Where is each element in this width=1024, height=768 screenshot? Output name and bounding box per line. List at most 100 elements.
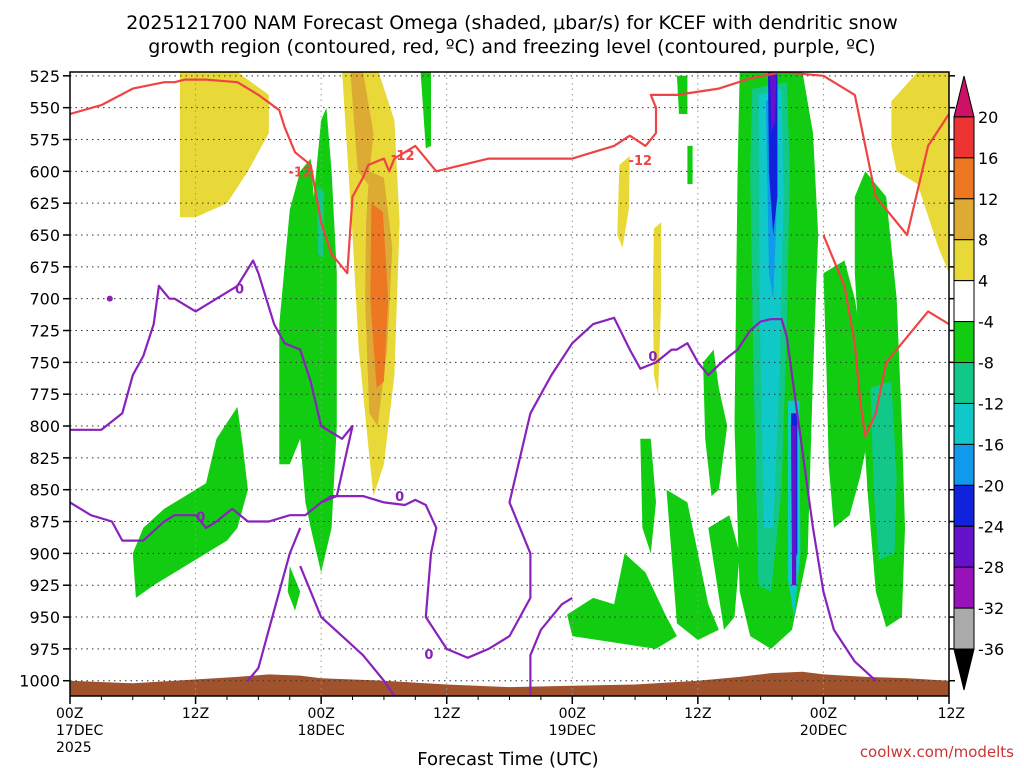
colorbar-bin — [953, 198, 975, 241]
omega-region — [350, 72, 374, 185]
y-tick-label: 700 — [29, 290, 60, 309]
colorbar-bin — [953, 484, 975, 527]
chart-title-line2: growth region (contoured, red, ºC) and f… — [148, 36, 875, 58]
x-tick-label: 20DEC — [800, 723, 847, 739]
freezing-level-line — [299, 565, 396, 696]
terrain-surface — [70, 671, 949, 696]
colorbar-label: -8 — [978, 354, 994, 373]
y-tick-label: 825 — [29, 449, 60, 468]
y-tick-label: 550 — [29, 99, 60, 118]
dgz-contour-line — [70, 72, 782, 275]
colorbar-bin — [953, 525, 975, 568]
omega-region — [640, 438, 656, 554]
omega-region — [770, 72, 777, 134]
freezing-level-label: 0 — [395, 490, 404, 505]
y-tick-label: 575 — [29, 130, 60, 149]
x-tick-label: 00Z — [559, 706, 586, 722]
colorbar-bin — [953, 443, 975, 486]
omega-region — [132, 406, 248, 598]
x-tick-label: 2025 — [56, 740, 92, 756]
x-tick-label: 00Z — [56, 706, 83, 722]
omega-region — [792, 426, 797, 586]
credit-text: coolwx.com/modelts — [860, 743, 1014, 761]
colorbar-label: -20 — [978, 476, 1004, 495]
dgz-contour-line — [781, 72, 949, 237]
contour-point-marker — [106, 295, 113, 302]
y-axis: 525 550 575 600 625 650 675 700 725 750 775 800 825 8… — [19, 67, 955, 691]
colorbar: 20 16 12 8 4 -4 -8 -12 -16 -20 -24 -28 -32 -36 — [953, 75, 1004, 691]
freezing-level-line — [247, 527, 302, 682]
y-tick-label: 900 — [29, 544, 60, 563]
omega-region — [179, 72, 269, 218]
contour-labels: -12 -12 -12 0 0 0 0 0 — [106, 149, 657, 663]
colorbar-label: -36 — [978, 640, 1004, 659]
y-tick-label: 625 — [29, 194, 60, 213]
x-tick-label: 17DEC — [56, 723, 103, 739]
y-tick-label: 750 — [29, 353, 60, 372]
colorbar-bin — [953, 280, 975, 323]
colorbar-label: 4 — [978, 272, 988, 291]
dgz-contour-label: -12 — [391, 149, 415, 164]
freezing-level-line — [785, 336, 877, 682]
y-tick-label: 725 — [29, 322, 60, 341]
omega-region — [617, 156, 630, 248]
freezing-level-line — [70, 259, 354, 542]
colorbar-label: -28 — [978, 558, 1004, 577]
colorbar-bin — [953, 321, 975, 364]
omega-region — [758, 88, 784, 528]
colorbar-bin — [953, 402, 975, 445]
omega-region — [370, 203, 389, 388]
freezing-level-label: 0 — [235, 282, 244, 297]
x-tick-label: 12Z — [182, 706, 209, 722]
x-axis-label: Forecast Time (UTC) — [417, 749, 598, 768]
y-tick-label: 775 — [29, 385, 60, 404]
y-tick-label: 525 — [29, 67, 60, 86]
colorbar-label: 20 — [978, 108, 998, 127]
colorbar-label: -12 — [978, 394, 1004, 413]
y-tick-label: 800 — [29, 417, 60, 436]
y-tick-label: 600 — [29, 162, 60, 181]
colorbar-bin — [953, 157, 975, 200]
freezing-level-line — [320, 316, 788, 659]
x-tick-label: 00Z — [810, 706, 837, 722]
x-tick-label: 19DEC — [549, 723, 596, 739]
colorbar-bin — [953, 116, 975, 159]
y-tick-label: 875 — [29, 513, 60, 532]
omega-region — [687, 145, 693, 185]
omega-shading — [132, 72, 949, 649]
x-tick-label: 12Z — [938, 706, 965, 722]
omega-region — [708, 515, 740, 630]
freezing-level-label: 0 — [648, 350, 657, 365]
omega-region — [703, 349, 728, 497]
dgz-contour-line — [822, 234, 949, 438]
colorbar-bin — [953, 239, 975, 282]
chart-title-line1: 2025121700 NAM Forecast Omega (shaded, μ… — [126, 12, 898, 34]
x-tick-label: 12Z — [433, 706, 460, 722]
colorbar-label: -32 — [978, 599, 1004, 618]
omega-region — [666, 489, 719, 640]
colorbar-label: 16 — [978, 149, 998, 168]
y-tick-label: 950 — [29, 608, 60, 627]
freezing-level-label: 0 — [424, 648, 433, 663]
colorbar-label: 8 — [978, 231, 988, 250]
dgz-contour-label: -12 — [629, 154, 653, 169]
y-tick-label: 650 — [29, 226, 60, 245]
y-tick-label: 1000 — [19, 672, 60, 691]
colorbar-bin — [953, 607, 975, 650]
y-tick-label: 975 — [29, 640, 60, 659]
colorbar-label: -24 — [978, 517, 1004, 536]
dgz-contour-label: -12 — [288, 165, 312, 180]
omega-region — [891, 72, 949, 274]
omega-region — [420, 72, 431, 149]
terrain-layer — [70, 671, 949, 696]
colorbar-bin — [953, 362, 975, 404]
omega-region — [287, 566, 301, 611]
colorbar-label: 12 — [978, 190, 998, 209]
colorbar-cap-top — [953, 75, 975, 118]
y-tick-label: 675 — [29, 258, 60, 277]
colorbar-label: -16 — [978, 435, 1004, 454]
freezing-level-label: 0 — [196, 510, 205, 525]
grid-lines — [69, 72, 950, 696]
